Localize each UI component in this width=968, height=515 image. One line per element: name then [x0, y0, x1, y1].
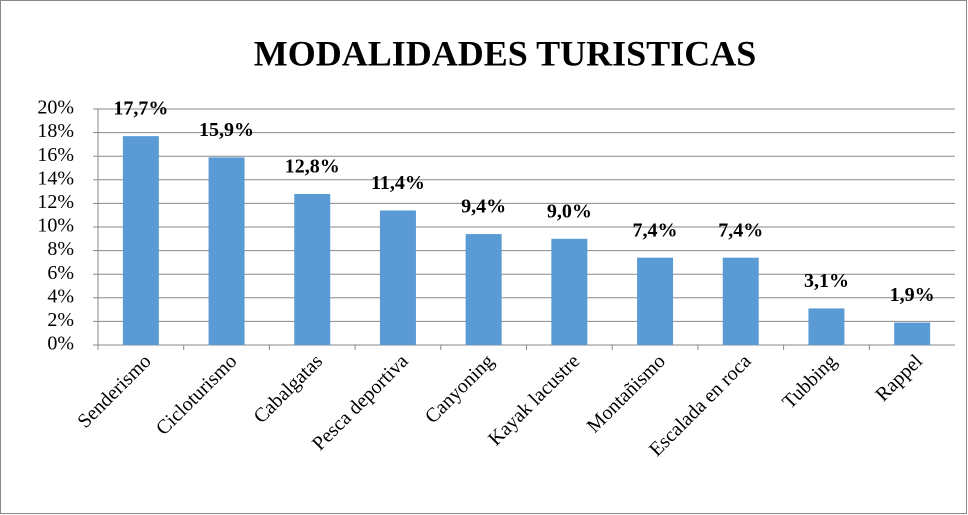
y-tick-label: 6%: [47, 262, 74, 284]
value-label: 1,9%: [890, 284, 935, 306]
y-tick-label: 10%: [37, 215, 74, 237]
y-tick-label: 0%: [47, 333, 74, 355]
y-tick-label: 14%: [37, 167, 74, 189]
value-label: 15,9%: [199, 119, 254, 141]
value-label: 3,1%: [804, 270, 849, 292]
value-label: 9,4%: [461, 196, 506, 218]
bar: [294, 193, 331, 345]
chart-title: MODALIDADES TURISTICAS: [254, 33, 756, 73]
y-tick-label: 20%: [37, 97, 74, 119]
bar: [637, 257, 674, 345]
y-tick-label: 8%: [47, 238, 74, 260]
bar: [208, 157, 245, 345]
bar: [808, 308, 845, 345]
bar: [465, 234, 502, 345]
value-label: 11,4%: [371, 172, 425, 194]
value-label: 7,4%: [718, 219, 763, 241]
bar: [551, 238, 588, 345]
y-tick-label: 16%: [37, 144, 74, 166]
value-label: 7,4%: [633, 219, 678, 241]
y-tick-label: 4%: [47, 285, 74, 307]
bar: [122, 136, 159, 345]
value-label: 12,8%: [285, 156, 340, 178]
bar: [894, 322, 931, 345]
y-tick-label: 18%: [37, 120, 74, 142]
bar: [722, 257, 759, 345]
bar: [379, 210, 416, 345]
y-tick-label: 2%: [47, 309, 74, 331]
value-label: 17,7%: [113, 98, 168, 120]
value-label: 9,0%: [547, 200, 592, 222]
y-tick-label: 12%: [37, 191, 74, 213]
